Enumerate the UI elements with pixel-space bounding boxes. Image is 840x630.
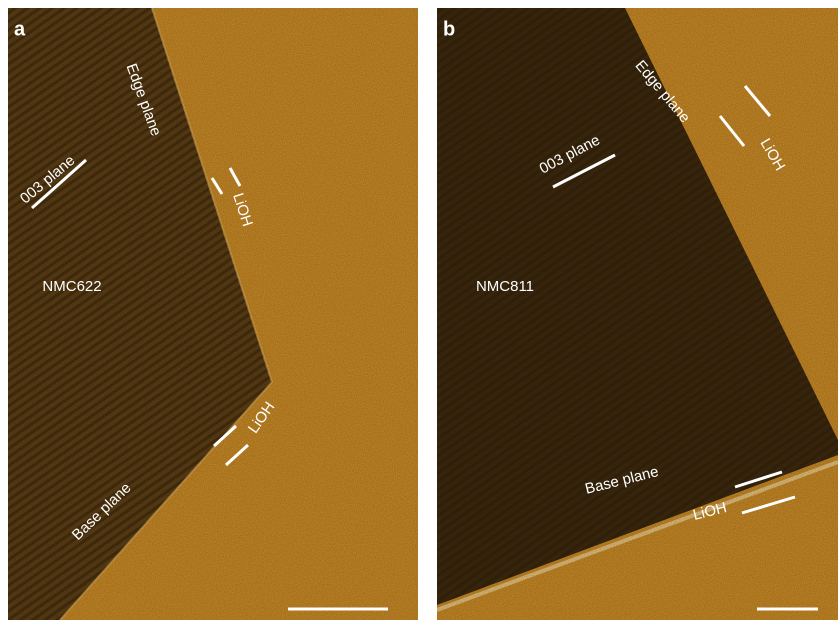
page: {"panels": [ {"letter": "a", "labels": {… — [0, 0, 840, 625]
panel-a-image — [8, 8, 418, 620]
panel-b-image — [437, 8, 838, 620]
panel-letter: b — [443, 18, 455, 40]
label: NMC622 — [42, 278, 101, 295]
label: NMC811 — [476, 278, 534, 295]
panel-letter: a — [14, 18, 26, 40]
figure: a Edge plane 003 plane LiOH NMC622 LiOH … — [0, 0, 840, 625]
